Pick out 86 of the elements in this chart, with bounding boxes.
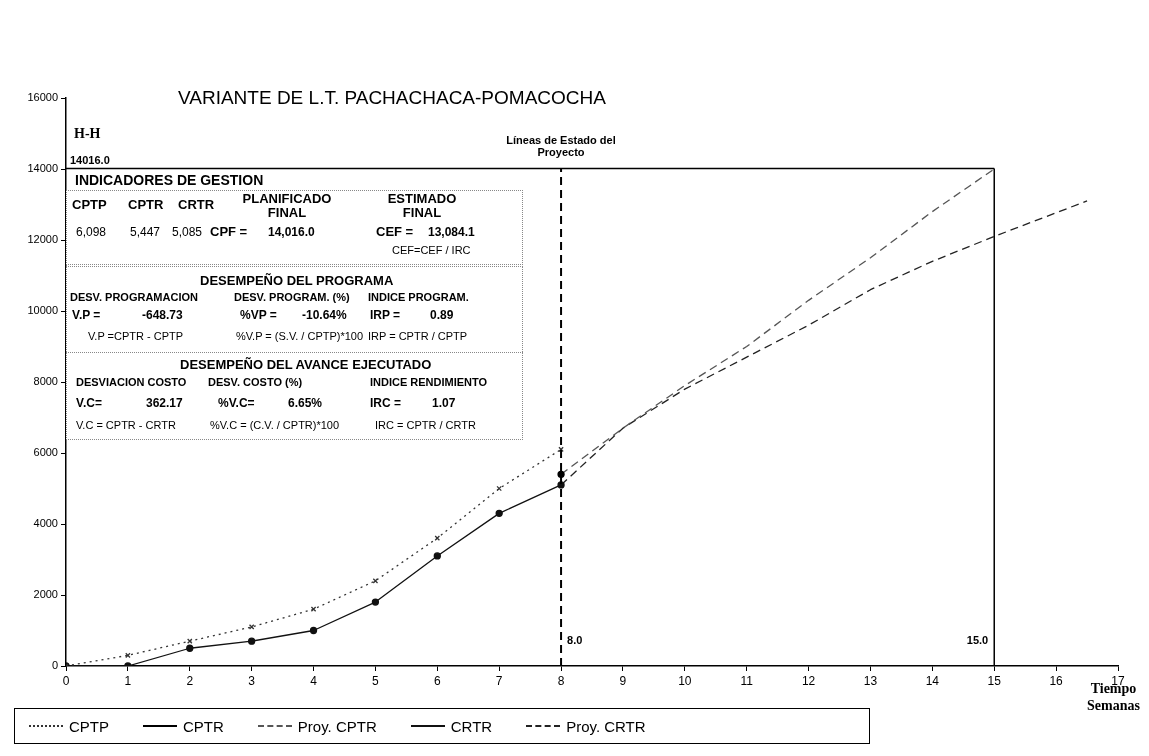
legend-label: CRTR (450, 717, 493, 735)
x-tick-label: 14 (925, 673, 940, 688)
ref-line-label: 15.0 (966, 634, 989, 646)
annotation: 6.65% (288, 396, 323, 411)
annotation: IRC = (370, 396, 402, 411)
x-tick-label: 7 (495, 673, 503, 688)
annotation: 5,085 (172, 225, 203, 240)
annotation: V.P =CPTR - CPTP (88, 330, 184, 343)
x-tick-label: 4 (310, 673, 318, 688)
ref-line-label: 8.0 (567, 634, 583, 646)
x-tick-label: 1 (124, 673, 132, 688)
legend-label: Proy. CPTR (297, 717, 377, 735)
y-tick-label: 0 (51, 659, 58, 672)
y-tick-label: 12000 (27, 233, 58, 246)
point (186, 638, 193, 644)
annotation: CPTP (72, 197, 107, 213)
annotation: V.C = CPTR - CRTR (76, 419, 176, 432)
annotation: DESV. PROGRAM. (%) (234, 291, 350, 304)
y-tick-label: 14000 (27, 162, 58, 175)
annotation: %V.P = (S.V. / CPTP)*100 (236, 330, 364, 343)
ref-line-label: 14016.0 (70, 154, 110, 167)
x-tick-label: 11 (740, 673, 754, 688)
point (309, 626, 318, 635)
annotation: -10.64% (302, 308, 347, 323)
point (248, 637, 256, 645)
annotation: 5,447 (130, 225, 161, 240)
point (433, 552, 441, 560)
x-tick-label: 0 (62, 673, 70, 688)
x-tick-label: 12 (801, 673, 816, 688)
annotation: 13,084.1 (428, 225, 475, 240)
annotation: V.P = (72, 308, 101, 323)
annotation: 6,098 (76, 225, 107, 240)
annotation: CRTR (178, 197, 215, 213)
legend-label: CPTR (183, 717, 224, 735)
x-tick-label: 8 (557, 673, 565, 688)
annotation: CPF = (210, 224, 248, 240)
annotation: CPTR (128, 197, 164, 213)
x-tick-label: 16 (1049, 673, 1064, 688)
annotation: DESVIACION COSTO (76, 376, 187, 389)
x-tick-label: 5 (372, 673, 380, 688)
chart-title: VARIANTE DE L.T. PACHACHACA-POMACOCHA (178, 87, 606, 109)
annotation: 1.07 (432, 396, 456, 411)
annotation: INDICE PROGRAM. (368, 291, 469, 304)
annotation: IRP = (370, 308, 401, 323)
annotation: V.C= (76, 396, 102, 411)
annotation: 362.17 (146, 396, 183, 411)
annotation: IRP = CPTR / CPTP (368, 330, 468, 343)
x-tick-label: 3 (248, 673, 256, 688)
y-tick-label: 2000 (33, 588, 58, 601)
annotation: %VP = (240, 308, 277, 323)
x-tick-label: 9 (619, 673, 627, 688)
annotation: ESTIMADO FINAL (386, 191, 458, 221)
annotation: DESEMPEÑO DEL PROGRAMA (200, 273, 394, 289)
legend-label: Proy. CRTR (566, 717, 646, 735)
annotation: 0.89 (430, 308, 454, 323)
x-tick-label: 15 (987, 673, 1002, 688)
x-tick-label: 6 (433, 673, 441, 688)
legend-label: CPTP (69, 717, 110, 735)
annotation: INDICE RENDIMIENTO (370, 376, 488, 389)
point (186, 644, 194, 652)
y-tick-label: 6000 (33, 446, 58, 459)
annotation: CEF=CEF / IRC (392, 244, 471, 257)
point (371, 598, 380, 606)
annotation: IRC = CPTR / CRTR (375, 419, 476, 432)
annotation: DESEMPEÑO DEL AVANCE EJECUTADO (180, 357, 432, 373)
x-tick-label: 2 (186, 673, 194, 688)
annotation: %V.C = (C.V. / CPTR)*100 (210, 419, 340, 432)
y-axis-title: H-H (74, 126, 101, 142)
annotation: DESV. COSTO (%) (208, 376, 303, 389)
annotation: 14,016.0 (268, 225, 315, 240)
y-tick-label: 16000 (27, 91, 58, 104)
annotation: DESV. PROGRAMACION (70, 291, 198, 304)
annotation: %V.C= (218, 396, 255, 411)
y-tick-label: 4000 (33, 517, 58, 530)
point (495, 509, 503, 517)
y-tick-label: 10000 (27, 304, 58, 317)
annotation: PLANIFICADO FINAL (241, 191, 333, 221)
annotation: INDICADORES DE GESTION (75, 172, 264, 189)
annotation: -648.73 (142, 308, 183, 323)
y-tick-label: 8000 (33, 375, 58, 388)
point (125, 652, 131, 659)
annotation: CEF = (376, 224, 414, 240)
x-tick-label: 13 (863, 673, 878, 688)
point (372, 578, 379, 584)
annotation: Líneas de Estado del Proyecto (505, 134, 617, 159)
x-tick-label: 10 (678, 673, 692, 688)
